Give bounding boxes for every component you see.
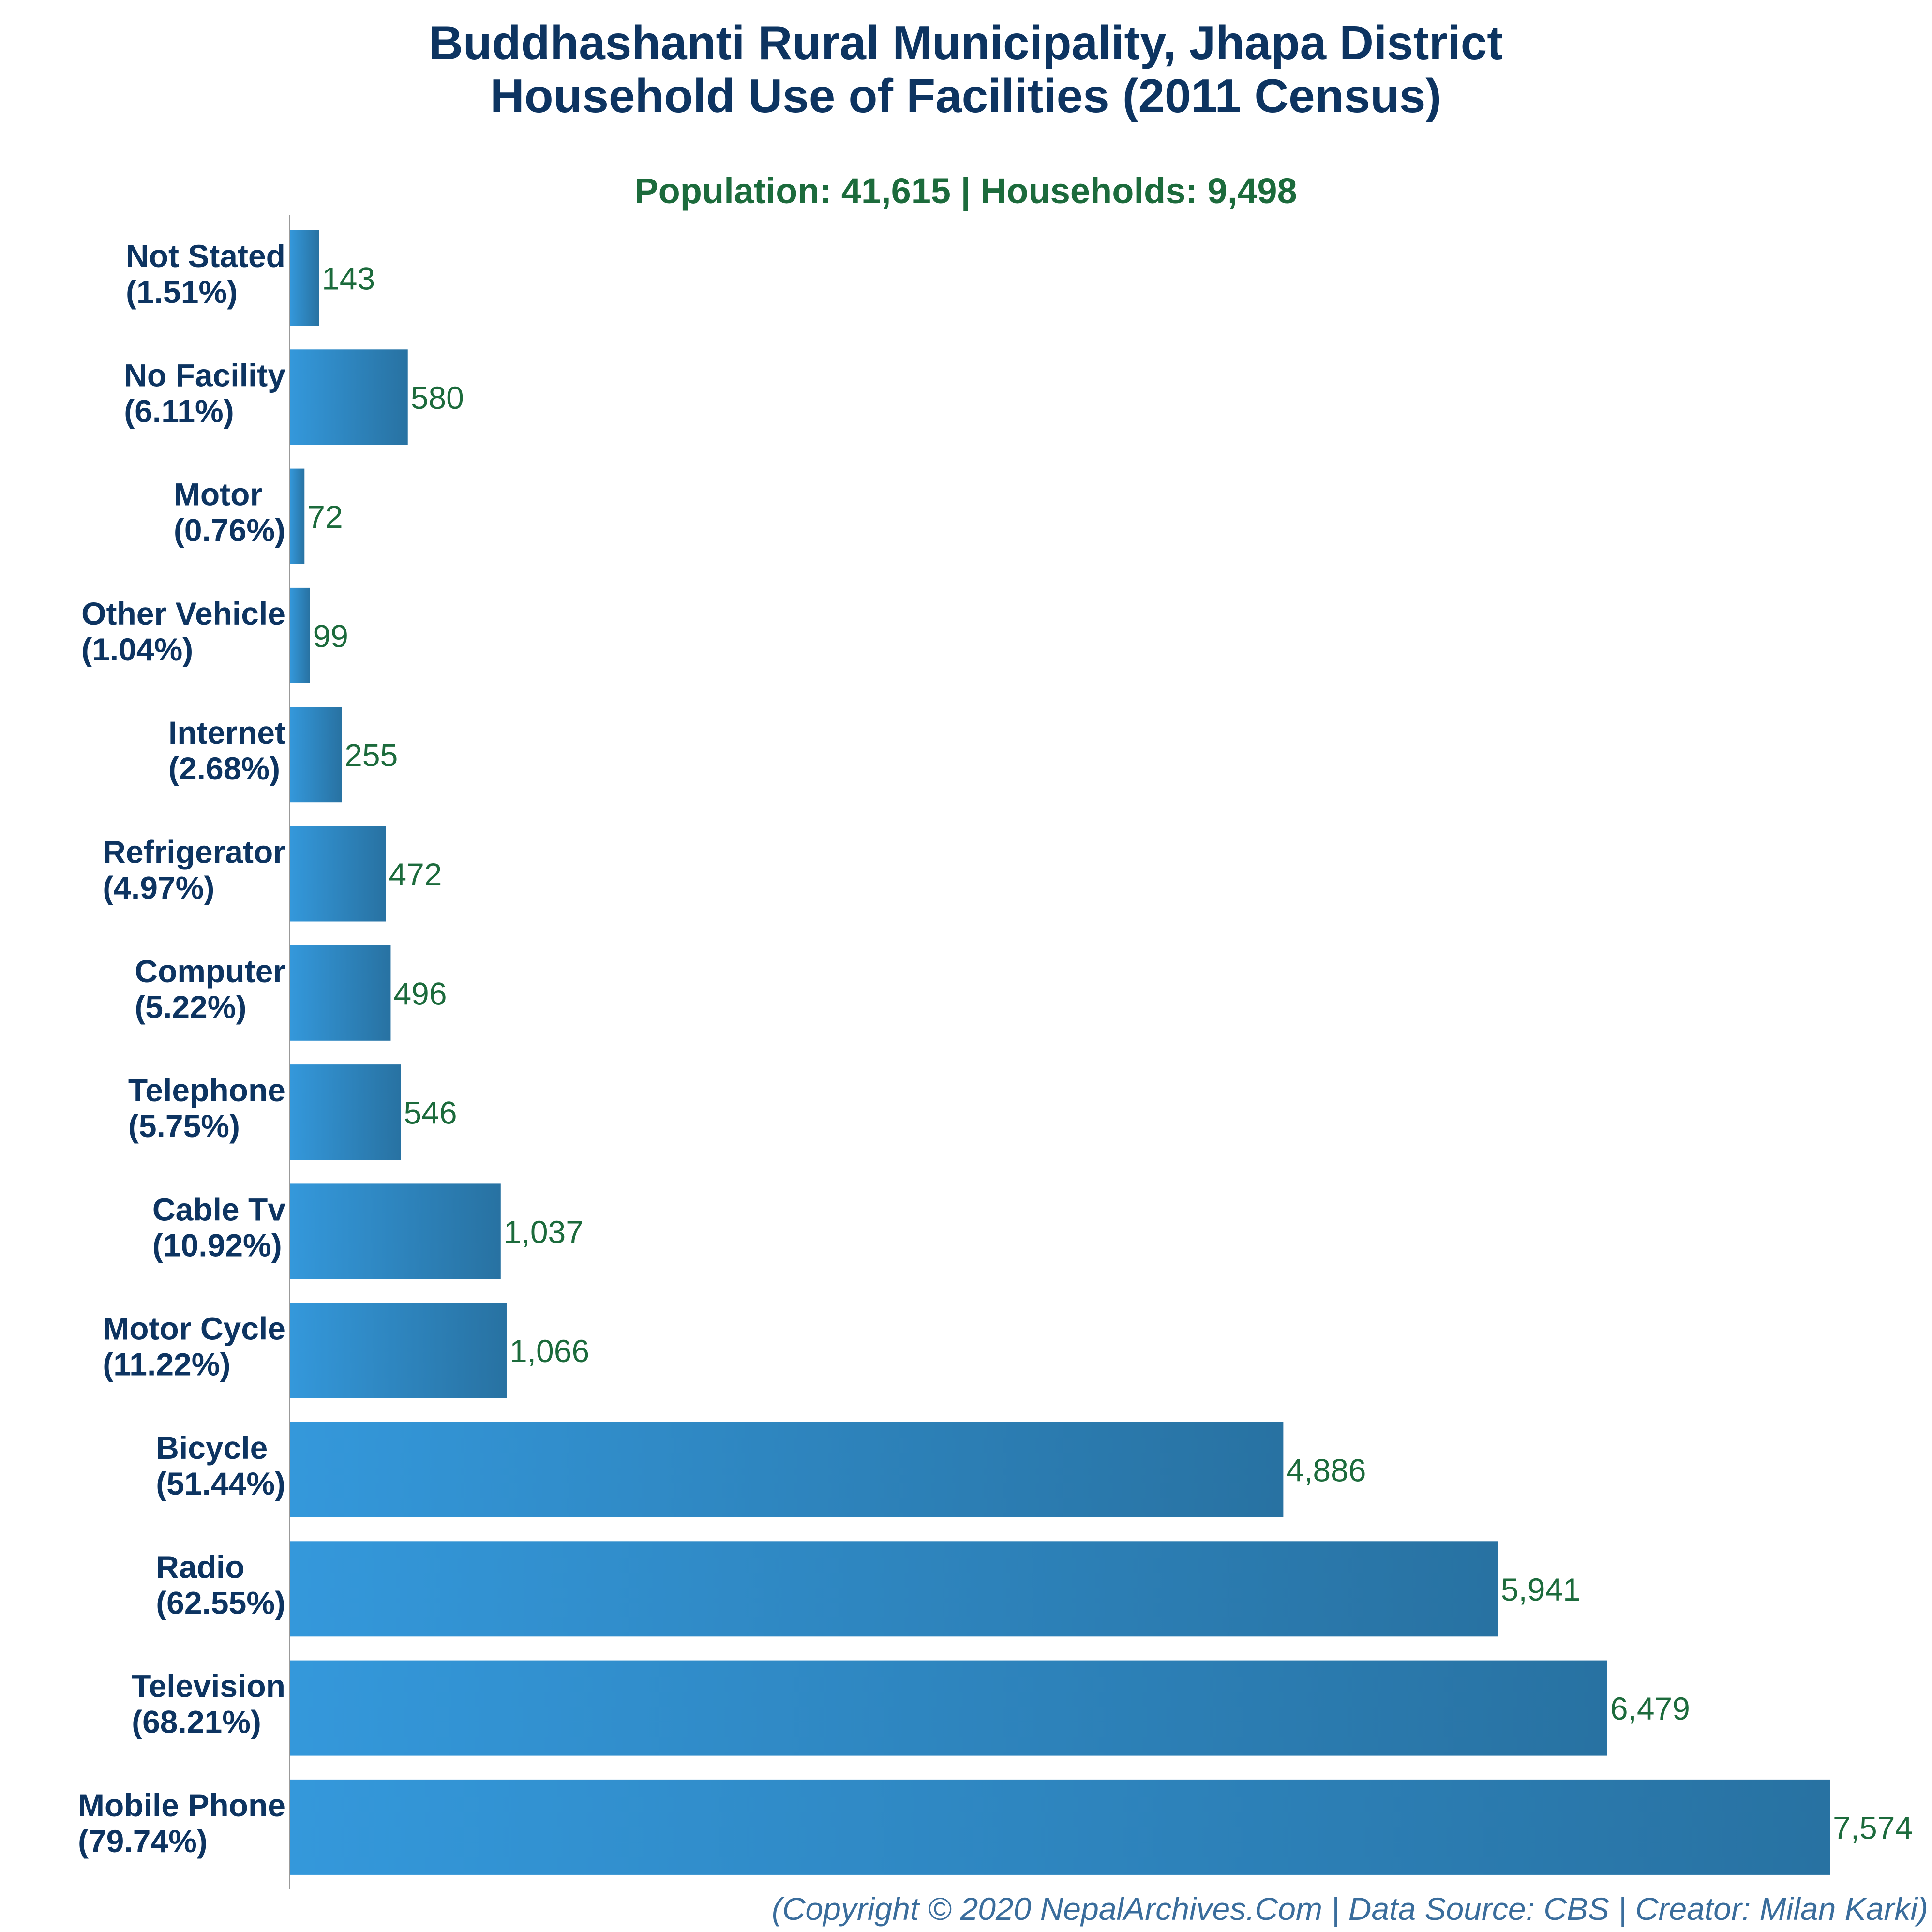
percent-label-television: (68.21%)	[132, 1704, 261, 1740]
percent-label-cable-tv: (10.92%)	[152, 1227, 282, 1263]
percent-label-refrigerator: (4.97%)	[103, 870, 214, 906]
value-label-motor: 72	[307, 499, 343, 535]
bar-radio	[290, 1541, 1498, 1637]
category-label-television: Television	[132, 1668, 285, 1704]
bar-mobile-phone	[290, 1779, 1830, 1875]
chart-subtitle: Population: 41,615 | Households: 9,498	[634, 171, 1297, 211]
value-label-internet: 255	[344, 737, 398, 773]
value-label-radio: 5,941	[1501, 1572, 1581, 1607]
bar-refrigerator	[290, 826, 386, 922]
value-label-computer: 496	[393, 975, 447, 1011]
value-label-telephone: 546	[404, 1095, 457, 1131]
percent-label-telephone: (5.75%)	[128, 1108, 240, 1144]
category-label-bicycle: Bicycle	[156, 1430, 268, 1466]
category-label-not-stated: Not Stated	[126, 238, 285, 274]
bar-not-stated	[290, 230, 319, 326]
value-label-refrigerator: 472	[389, 856, 442, 892]
value-label-not-stated: 143	[322, 261, 375, 297]
category-label-internet: Internet	[168, 715, 285, 750]
bar-no-facility	[290, 349, 408, 445]
percent-label-motor: (0.76%)	[174, 512, 285, 548]
percent-label-other-vehicle: (1.04%)	[81, 631, 193, 667]
bar-telephone	[290, 1064, 401, 1160]
percent-label-mobile-phone: (79.74%)	[78, 1823, 208, 1859]
bar-motor-cycle	[290, 1303, 507, 1398]
category-label-no-facility: No Facility	[124, 357, 285, 393]
chart-title-line-2: Household Use of Facilities (2011 Census…	[490, 69, 1441, 122]
value-label-cable-tv: 1,037	[504, 1214, 584, 1250]
bar-internet	[290, 707, 342, 803]
bar-television	[290, 1660, 1607, 1756]
value-label-other-vehicle: 99	[313, 618, 348, 654]
value-label-mobile-phone: 7,574	[1833, 1810, 1913, 1845]
category-label-radio: Radio	[156, 1549, 244, 1585]
percent-label-motor-cycle: (11.22%)	[103, 1347, 230, 1382]
category-labels-layer: Not Stated(1.51%) No Facility(6.11%) Motor…	[78, 238, 285, 1859]
value-label-television: 6,479	[1610, 1691, 1690, 1726]
bars-layer	[290, 230, 1830, 1875]
category-label-refrigerator: Refrigerator	[103, 834, 285, 870]
percent-label-no-facility: (6.11%)	[124, 393, 234, 429]
value-label-no-facility: 580	[411, 380, 464, 416]
value-labels-layer: 143 580 72 99 255 472 496 546 1,037 1,066 4,886 5,9…	[307, 261, 1913, 1846]
category-label-other-vehicle: Other Vehicle	[81, 596, 285, 631]
bar-computer	[290, 945, 391, 1041]
chart-footer: (Copyright © 2020 NepalArchives.Com | Da…	[772, 1891, 1928, 1928]
value-label-motor-cycle: 1,066	[509, 1333, 589, 1369]
category-label-computer: Computer	[135, 953, 285, 989]
bar-bicycle	[290, 1422, 1284, 1517]
category-label-motor-cycle: Motor Cycle	[103, 1311, 285, 1347]
category-label-motor: Motor	[174, 477, 262, 512]
bar-cable-tv	[290, 1183, 501, 1279]
category-label-mobile-phone: Mobile Phone	[78, 1787, 285, 1823]
percent-label-computer: (5.22%)	[135, 989, 246, 1025]
percent-label-radio: (62.55%)	[156, 1585, 285, 1620]
chart-title-line-1: Buddhashanti Rural Municipality, Jhapa D…	[429, 16, 1503, 69]
category-label-telephone: Telephone	[128, 1072, 285, 1108]
value-label-bicycle: 4,886	[1286, 1453, 1366, 1488]
percent-label-not-stated: (1.51%)	[126, 274, 238, 310]
percent-label-internet: (2.68%)	[168, 750, 280, 786]
bar-other-vehicle	[290, 587, 310, 683]
bar-motor	[290, 468, 305, 564]
category-label-cable-tv: Cable Tv	[152, 1191, 285, 1227]
percent-label-bicycle: (51.44%)	[156, 1466, 285, 1501]
